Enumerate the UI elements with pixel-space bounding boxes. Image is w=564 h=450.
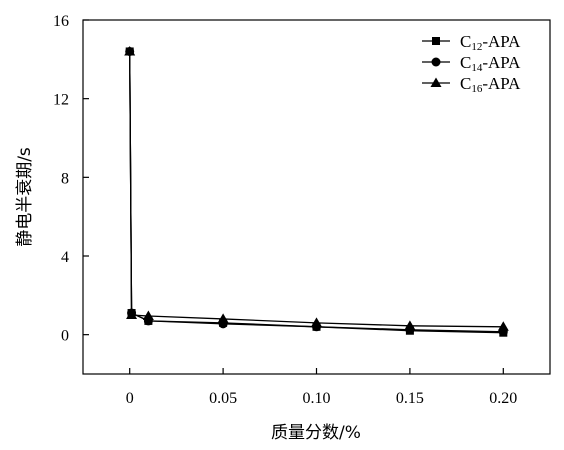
y-tick-label: 12 [53, 92, 69, 109]
y-tick-label: 8 [61, 170, 69, 187]
x-tick-label: 0.15 [396, 390, 424, 407]
x-tick-label: 0.05 [209, 390, 237, 407]
data-point-3 [404, 320, 416, 330]
x-tick-label: 0.10 [303, 390, 331, 407]
data-point-3 [217, 313, 229, 323]
legend-marker-2 [431, 57, 441, 67]
x-tick-label: 0.20 [489, 390, 517, 407]
series-line-3 [129, 51, 504, 328]
legend-marker-3 [430, 77, 442, 87]
y-tick-label: 4 [61, 249, 69, 266]
data-point-3 [124, 45, 136, 56]
x-tick-label: 0 [126, 390, 134, 407]
legend-label-1: C12-APA [460, 32, 521, 53]
y-tick-label: 0 [61, 328, 69, 345]
series-line-1 [129, 51, 504, 334]
series-line-2 [129, 51, 504, 333]
legend-label-2: C14-APA [460, 53, 521, 74]
x-axis-label: 质量分数/% [271, 423, 361, 443]
legend-marker-1 [432, 37, 440, 45]
data-point-3 [142, 310, 154, 320]
data-point-3 [497, 321, 509, 331]
y-tick-label: 16 [53, 13, 69, 30]
legend-label-3: C16-APA [460, 74, 521, 95]
y-axis-label: 静电半衰期/s [15, 147, 35, 247]
data-point-3 [311, 317, 322, 327]
data-point-3 [126, 309, 138, 319]
